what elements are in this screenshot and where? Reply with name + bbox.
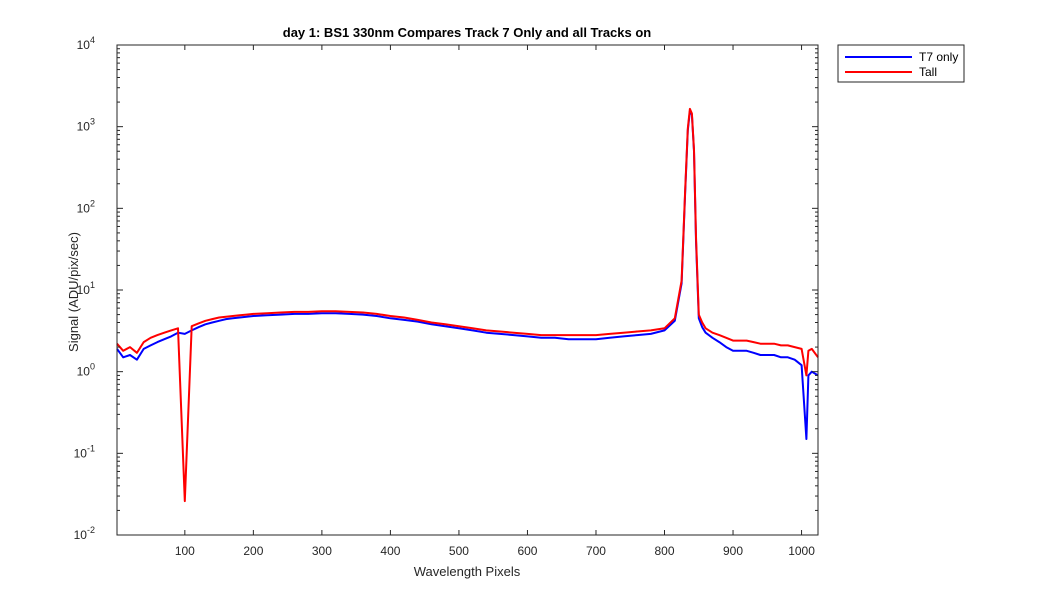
x-axis-label: Wavelength Pixels xyxy=(414,564,521,579)
y-tick-label: 102 xyxy=(77,198,95,215)
x-tick-label: 500 xyxy=(449,544,469,558)
legend-label-t7-only: T7 only xyxy=(919,50,958,64)
y-tick-label: 101 xyxy=(77,280,95,297)
chart-title: day 1: BS1 330nm Compares Track 7 Only a… xyxy=(283,25,652,40)
y-tick-label: 104 xyxy=(77,35,95,52)
legend: T7 only Tall xyxy=(837,44,965,83)
y-axis-label: Signal (ADU/pix/sec) xyxy=(66,232,81,352)
x-tick-label: 600 xyxy=(517,544,537,558)
x-tick-label: 200 xyxy=(243,544,263,558)
x-tick-label: 800 xyxy=(654,544,674,558)
series-layer xyxy=(116,107,819,503)
legend-box xyxy=(837,44,965,83)
legend-label-tall: Tall xyxy=(919,65,937,79)
x-tick-label: 900 xyxy=(723,544,743,558)
series-line-tall xyxy=(116,107,819,503)
x-tick-label: 100 xyxy=(175,544,195,558)
x-tick-label: 700 xyxy=(586,544,606,558)
y-tick-label: 10-1 xyxy=(74,443,95,460)
series-line-t7-only xyxy=(116,110,819,440)
y-tick-label: 103 xyxy=(77,117,95,134)
x-axis-ticks: 100 200 300 400 500 600 700 800 900 1000 xyxy=(175,45,815,558)
y-tick-label: 100 xyxy=(77,362,95,379)
x-tick-label: 400 xyxy=(380,544,400,558)
x-tick-label: 1000 xyxy=(788,544,815,558)
y-tick-label: 10-2 xyxy=(74,525,95,542)
y-axis-ticks: 10-2 10-1 100 101 102 103 104 xyxy=(74,35,818,542)
plot-area xyxy=(117,45,818,535)
x-tick-label: 300 xyxy=(312,544,332,558)
